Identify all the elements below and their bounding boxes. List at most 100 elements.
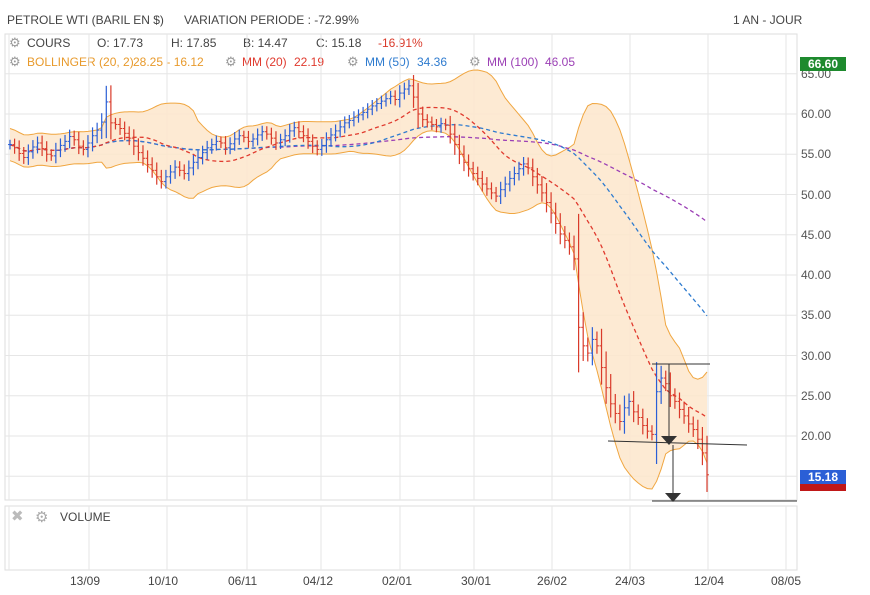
ohlc-bar bbox=[461, 145, 466, 172]
y-tick-label: 25.00 bbox=[801, 388, 832, 403]
ohlc-bar bbox=[599, 328, 604, 385]
x-tick-label: 13/09 bbox=[70, 574, 101, 588]
ohlc-bar bbox=[301, 125, 306, 143]
legend-mm100-value: 46.05 bbox=[545, 55, 576, 69]
ohlc-bar bbox=[218, 136, 223, 148]
close-icon[interactable]: ✖ bbox=[11, 508, 24, 525]
ohlc-bar bbox=[136, 138, 141, 161]
ohlc-bar bbox=[241, 130, 246, 143]
legend-open: O: 17.73 bbox=[97, 36, 144, 50]
ohlc-bar bbox=[384, 93, 389, 107]
ohlc-bar bbox=[558, 213, 563, 245]
ohlc-bar bbox=[49, 149, 54, 161]
x-tick-label: 24/03 bbox=[615, 574, 646, 588]
ohlc-bar bbox=[539, 175, 544, 202]
ohlc-bar bbox=[682, 401, 687, 424]
ohlc-bar bbox=[526, 157, 531, 175]
ohlc-bar bbox=[72, 130, 77, 146]
ohlc-bar bbox=[251, 133, 256, 147]
legend-close: C: 15.18 bbox=[316, 36, 362, 50]
ohlc-bar bbox=[232, 132, 237, 151]
ohlc-bar bbox=[278, 133, 283, 149]
last-price-badge-underlay bbox=[800, 484, 846, 491]
legend-bollinger-value: 28.25 - 16.12 bbox=[133, 55, 204, 69]
bollinger-band-fill bbox=[10, 70, 707, 489]
ohlc-bar bbox=[81, 140, 86, 156]
ohlc-bar bbox=[246, 130, 251, 148]
ohlc-bar bbox=[306, 128, 311, 149]
ohlc-bar bbox=[636, 404, 641, 425]
legend-low: B: 14.47 bbox=[243, 36, 288, 50]
ohlc-bar bbox=[35, 136, 40, 154]
ohlc-bar bbox=[448, 115, 453, 144]
ohlc-bar bbox=[439, 117, 444, 133]
y-tick-label: 40.00 bbox=[801, 268, 832, 282]
volume-frame bbox=[4, 505, 798, 571]
ohlc-bar bbox=[553, 202, 558, 234]
ohlc-bar bbox=[163, 169, 168, 189]
period-selector[interactable]: 1 AN - JOUR bbox=[733, 13, 803, 27]
ohlc-bar bbox=[393, 90, 398, 106]
ohlc-bar bbox=[173, 160, 178, 179]
ohlc-bar bbox=[594, 331, 599, 354]
ohlc-bar bbox=[585, 337, 590, 362]
ohlc-bar bbox=[576, 213, 581, 373]
annotation-lines bbox=[607, 363, 797, 502]
ohlc-bar bbox=[613, 393, 618, 424]
down-arrow-icon bbox=[665, 493, 681, 502]
support-line bbox=[607, 440, 748, 446]
ohlc-bar bbox=[434, 118, 439, 133]
gear-icon[interactable]: ⚙ bbox=[9, 35, 21, 50]
ohlc-bar bbox=[457, 134, 462, 165]
ohlc-bar bbox=[150, 157, 155, 178]
legend-mm20: MM (20) bbox=[242, 55, 287, 69]
ohlc-bar bbox=[361, 106, 366, 121]
ohlc-bar bbox=[604, 351, 609, 404]
ohlc-bar bbox=[177, 161, 182, 177]
ohlc-bar bbox=[695, 419, 700, 450]
y-tick-label: 60.00 bbox=[801, 107, 832, 121]
gear-icon[interactable]: ⚙ bbox=[347, 54, 359, 69]
ohlc-bar bbox=[535, 167, 540, 194]
ohlc-bar bbox=[705, 435, 709, 492]
ohlc-bar bbox=[663, 370, 668, 392]
x-tick-label: 06/11 bbox=[228, 574, 258, 588]
ohlc-bar bbox=[342, 116, 347, 134]
gear-icon[interactable]: ⚙ bbox=[35, 509, 49, 526]
legend-high: H: 17.85 bbox=[171, 36, 217, 50]
gear-icon[interactable]: ⚙ bbox=[469, 54, 481, 69]
gear-icon[interactable]: ⚙ bbox=[9, 54, 21, 69]
ohlc-bar bbox=[700, 426, 705, 466]
ohlc-bar bbox=[131, 129, 136, 156]
ohlc-bar bbox=[260, 125, 265, 141]
ohlc-bar bbox=[30, 140, 35, 159]
ohlc-bar bbox=[17, 140, 22, 161]
ohlc-bar bbox=[292, 121, 297, 137]
ohlc-bar bbox=[572, 235, 577, 271]
chart-header: PETROLE WTI (BARIL EN $) VARIATION PERIO… bbox=[0, 0, 870, 34]
y-tick-label: 50.00 bbox=[801, 187, 832, 202]
ohlc-bar bbox=[287, 123, 292, 143]
ohlc-bar bbox=[328, 128, 333, 147]
ohlc-bar bbox=[12, 138, 17, 154]
ohlc-bar bbox=[315, 140, 320, 156]
ohlc-bar bbox=[420, 106, 425, 128]
y-tick-label: 30.00 bbox=[801, 348, 832, 363]
ohlc-bar bbox=[333, 124, 338, 142]
ohlc-bar bbox=[351, 111, 356, 127]
ohlc-bar bbox=[379, 95, 384, 110]
ohlc-bar bbox=[521, 156, 526, 176]
ohlc-bar bbox=[191, 154, 196, 176]
ohlc-bar bbox=[471, 161, 476, 181]
gear-icon[interactable]: ⚙ bbox=[225, 54, 237, 69]
ohlc-bar bbox=[567, 232, 572, 255]
ohlc-bar bbox=[544, 183, 549, 213]
ohlc-bar bbox=[140, 145, 145, 166]
ohlc-bar bbox=[182, 164, 187, 180]
ohlc-bar bbox=[338, 120, 343, 138]
ohlc-bar bbox=[85, 135, 90, 158]
legend-mm50-value: 34.36 bbox=[417, 55, 448, 69]
ohlc-bar bbox=[530, 158, 535, 187]
ohlc-bar bbox=[659, 365, 664, 404]
